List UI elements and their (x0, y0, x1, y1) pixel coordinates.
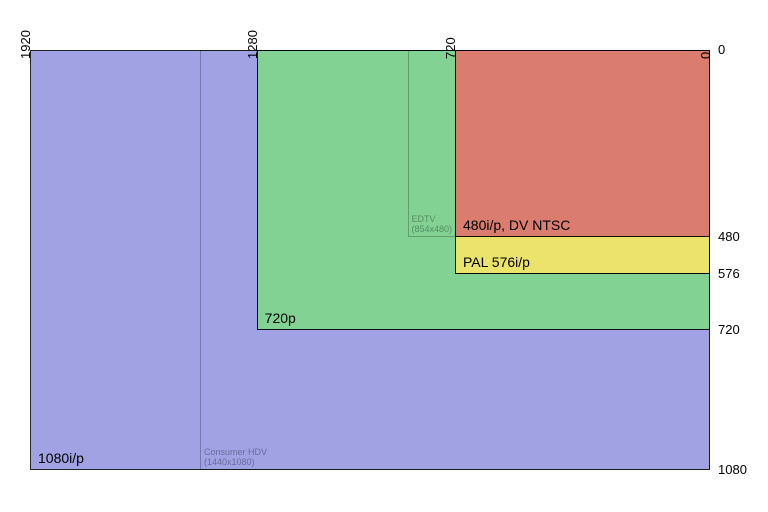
tick-right-720: 720 (718, 322, 740, 337)
label-576: PAL 576i/p (463, 254, 530, 270)
tick-right-0: 0 (718, 42, 725, 57)
tick-right-480: 480 (718, 229, 740, 244)
label-480: 480i/p, DV NTSC (463, 217, 570, 233)
tick-top-1280: 1280 (245, 30, 260, 59)
resolution-diagram: Consumer HDV(1440x1080) EDTV(854x480) 1080… (0, 0, 768, 512)
tick-top-0: 0 (698, 52, 713, 59)
tick-top-720: 720 (443, 37, 458, 59)
ghost-label-edtv: EDTV(854x480) (412, 215, 453, 235)
label-1080: 1080i/p (38, 450, 84, 466)
tick-right-1080: 1080 (718, 462, 747, 477)
ghost-label-consumer-hdv: Consumer HDV(1440x1080) (204, 448, 267, 468)
tick-right-576: 576 (718, 266, 740, 281)
label-720: 720p (265, 310, 296, 326)
tick-top-1920: 1920 (18, 30, 33, 59)
ghost-rect-edtv (408, 50, 710, 237)
